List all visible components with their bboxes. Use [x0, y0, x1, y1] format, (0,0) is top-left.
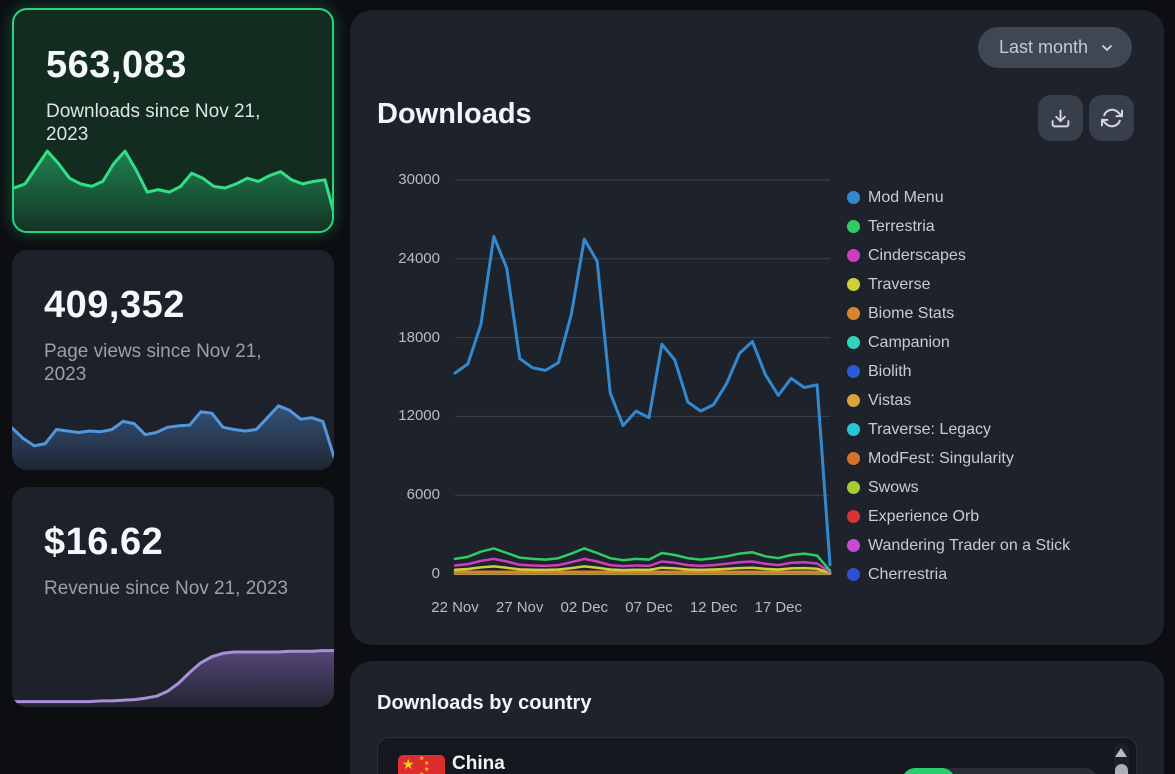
legend-label: Terrestria	[868, 217, 935, 235]
country-name: China	[452, 753, 505, 774]
country-panel-title: Downloads by country	[377, 692, 592, 714]
legend-dot-icon	[847, 307, 860, 320]
legend-dot-icon	[847, 481, 860, 494]
period-selector-value: Last month	[998, 37, 1088, 57]
country-panel: Downloads by country ★ ★ ★ ★ ★ China	[350, 661, 1164, 774]
page-views-total-label: Page views since Nov 21, 2023	[44, 341, 262, 385]
country-download-bar-fill	[902, 768, 955, 774]
legend-dot-icon	[847, 568, 860, 581]
legend-label: Vistas	[868, 391, 912, 409]
legend-label: Experience Orb	[868, 507, 980, 525]
stat-card-revenue[interactable]: $16.62 Revenue since Nov 21, 2023	[12, 487, 334, 707]
country-list: ★ ★ ★ ★ ★ China	[377, 737, 1137, 774]
legend-item[interactable]: Mod Menu	[847, 183, 1070, 212]
legend-item[interactable]: Traverse: Legacy	[847, 415, 1070, 444]
download-icon	[1051, 109, 1070, 127]
stat-card-downloads[interactable]: 563,083 Downloads since Nov 21, 2023	[12, 8, 334, 233]
legend-item[interactable]: Vistas	[847, 386, 1070, 415]
legend-dot-icon	[847, 423, 860, 436]
stat-card-page-views[interactable]: 409,352 Page views since Nov 21, 2023	[12, 250, 334, 470]
export-chart-button[interactable]	[1038, 95, 1083, 141]
downloads-sparkline	[14, 149, 332, 231]
legend-item[interactable]: Campanion	[847, 328, 1070, 357]
downloads-panel: Last month Downloads 0 6000 12000 18000 2400…	[350, 10, 1164, 645]
legend-label: Cherrestria	[868, 565, 948, 583]
legend-item[interactable]: Cinderscapes	[847, 241, 1070, 270]
legend-label: Mod Menu	[868, 188, 944, 206]
legend-dot-icon	[847, 191, 860, 204]
revenue-total: $16.62	[44, 521, 164, 563]
x-tick-label: 12 Dec	[689, 599, 738, 616]
downloads-panel-title: Downloads	[377, 98, 532, 130]
revenue-total-label: Revenue since Nov 21, 2023	[44, 578, 288, 599]
legend-label: Biolith	[868, 362, 912, 380]
legend-label: Wandering Trader on a Stick	[868, 536, 1071, 554]
legend-dot-icon	[847, 220, 860, 233]
legend-dot-icon	[847, 452, 860, 465]
legend-label: ModFest: Singularity	[868, 449, 1014, 467]
revenue-sparkline	[12, 649, 334, 707]
legend-label: Campanion	[868, 333, 950, 351]
scrollbar-up-arrow[interactable]	[1115, 748, 1127, 757]
chevron-down-icon	[1102, 44, 1112, 51]
downloads-total: 563,083	[46, 44, 187, 86]
y-tick-label: 18000	[398, 328, 440, 346]
legend-dot-icon	[847, 365, 860, 378]
legend-item[interactable]: Swows	[847, 473, 1070, 502]
downloads-total-label: Downloads since Nov 21, 2023	[46, 101, 261, 145]
x-tick-label: 22 Nov	[431, 599, 479, 616]
legend-label: Cinderscapes	[868, 246, 966, 264]
x-tick-label: 02 Dec	[560, 599, 609, 616]
page-views-total: 409,352	[44, 284, 185, 326]
y-tick-label: 12000	[398, 407, 440, 425]
legend-dot-icon	[847, 278, 860, 291]
legend-item[interactable]: Traverse	[847, 270, 1070, 299]
legend-dot-icon	[847, 249, 860, 262]
y-tick-label: 30000	[398, 171, 440, 188]
x-tick-label: 17 Dec	[754, 599, 803, 616]
scrollbar-thumb[interactable]	[1115, 764, 1128, 774]
legend-label: Traverse: Legacy	[868, 420, 992, 438]
legend-item[interactable]: Experience Orb	[847, 502, 1070, 531]
legend-label: Traverse	[868, 275, 931, 293]
legend-item[interactable]: Terrestria	[847, 212, 1070, 241]
legend-dot-icon	[847, 336, 860, 349]
refresh-icon	[1100, 108, 1123, 128]
legend-item[interactable]: Biolith	[847, 357, 1070, 386]
y-tick-label: 6000	[406, 486, 440, 504]
country-list-scrollbar[interactable]	[1114, 743, 1129, 774]
country-download-bar	[902, 768, 1098, 774]
legend-item[interactable]: Wandering Trader on a Stick	[847, 531, 1070, 560]
x-tick-label: 07 Dec	[625, 599, 673, 616]
legend-item[interactable]: ModFest: Singularity	[847, 444, 1070, 473]
legend-dot-icon	[847, 539, 860, 552]
y-tick-label: 24000	[398, 249, 440, 267]
chart-legend: Mod Menu Terrestria Cinderscapes Traverse Bi…	[847, 183, 1070, 589]
legend-item[interactable]: Biome Stats	[847, 299, 1070, 328]
legend-dot-icon	[847, 510, 860, 523]
x-tick-label: 27 Nov	[495, 599, 544, 616]
china-flag: ★ ★ ★ ★ ★	[398, 755, 445, 774]
refresh-chart-button[interactable]	[1089, 95, 1134, 141]
downloads-line-chart	[453, 179, 832, 576]
legend-label: Biome Stats	[868, 304, 955, 322]
period-selector-dropdown[interactable]: Last month	[977, 27, 1132, 68]
legend-label: Swows	[868, 478, 919, 496]
page-views-sparkline	[12, 404, 334, 470]
legend-dot-icon	[847, 394, 860, 407]
y-tick-label: 0	[431, 565, 440, 582]
country-row-china: ★ ★ ★ ★ ★ China	[378, 738, 1136, 774]
legend-item[interactable]: Cherrestria	[847, 560, 1070, 589]
